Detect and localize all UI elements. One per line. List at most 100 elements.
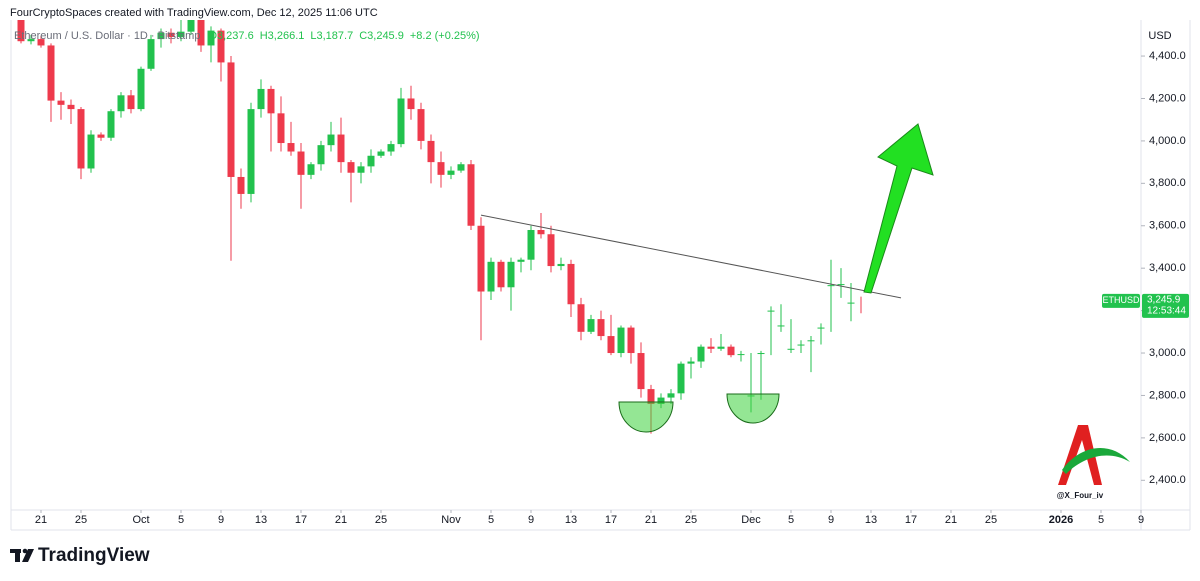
y-tick-label: 3,800.0 xyxy=(1149,177,1186,189)
candle-body xyxy=(817,327,825,329)
candle-body xyxy=(497,261,505,288)
breakout-arrow xyxy=(863,123,934,294)
ohlc-label: H3,266.1 xyxy=(260,30,305,42)
candle-body xyxy=(337,134,345,163)
x-tick-label: 13 xyxy=(255,514,267,526)
candle-body xyxy=(177,31,185,37)
x-tick-label: Nov xyxy=(441,514,461,526)
y-tick-label: 2,800.0 xyxy=(1149,389,1186,401)
candle-body xyxy=(517,259,525,262)
bottom-highlight xyxy=(618,401,674,433)
x-tick-label: 21 xyxy=(645,514,657,526)
candle-body xyxy=(297,151,305,175)
candle-body xyxy=(87,134,95,169)
candle-body xyxy=(677,363,685,394)
candle-body xyxy=(127,95,135,110)
x-tick-label: 5 xyxy=(1098,514,1104,526)
candle-body xyxy=(347,162,355,173)
ohlc-label: +8.2 (+0.25%) xyxy=(410,30,480,42)
x-tick-label: 5 xyxy=(178,514,184,526)
candle-body xyxy=(367,155,375,167)
candle-body xyxy=(77,109,85,169)
y-tick-label: 2,600.0 xyxy=(1149,432,1186,444)
candle-body xyxy=(307,164,315,175)
candle-body xyxy=(107,111,115,138)
countdown: 12:53:44 xyxy=(1147,306,1186,317)
y-tick-label: 3,600.0 xyxy=(1149,220,1186,232)
candle-body xyxy=(587,319,595,332)
candle-body xyxy=(757,353,765,355)
x-tick-label: 21 xyxy=(35,514,47,526)
candle-body xyxy=(767,310,775,312)
candle-body xyxy=(547,234,555,267)
candle-body xyxy=(507,261,515,288)
candle-body xyxy=(237,176,245,194)
candle-body xyxy=(467,164,475,226)
candle-body xyxy=(397,98,405,145)
x-tick-label: 17 xyxy=(605,514,617,526)
x-tick-label: 9 xyxy=(528,514,534,526)
candle-body xyxy=(537,230,545,235)
candle-body xyxy=(197,20,205,46)
x-tick-label: 9 xyxy=(218,514,224,526)
x-tick-label: 25 xyxy=(985,514,997,526)
x-tick-label: 2026 xyxy=(1049,514,1073,526)
brand-logo xyxy=(10,548,34,562)
candle-body xyxy=(737,354,745,356)
candle-body xyxy=(147,39,155,69)
candle-body xyxy=(617,327,625,354)
candle-body xyxy=(267,88,275,114)
candle-body xyxy=(427,140,435,163)
candle-body xyxy=(247,109,255,194)
price-tag: 3,245.9 xyxy=(1147,295,1181,306)
x-tick-label: 9 xyxy=(828,514,834,526)
candle-body xyxy=(827,285,835,287)
candle-body xyxy=(797,344,805,346)
x-tick-label: 17 xyxy=(295,514,307,526)
y-tick-label: 4,000.0 xyxy=(1149,135,1186,147)
candle-body xyxy=(527,230,535,260)
candle-body xyxy=(727,346,735,356)
x-tick-label: 25 xyxy=(75,514,87,526)
candle-body xyxy=(157,32,165,40)
candle-body xyxy=(417,109,425,141)
candle-body xyxy=(447,170,455,175)
candle-body xyxy=(37,39,45,46)
candle-body xyxy=(597,319,605,337)
candle-body xyxy=(317,145,325,165)
x-tick-label: 17 xyxy=(905,514,917,526)
candle-body xyxy=(777,325,785,327)
candle-body xyxy=(97,134,105,138)
candle-body xyxy=(847,302,855,304)
candle-body xyxy=(187,20,195,32)
candle-body xyxy=(57,100,65,105)
ohlc-label: L3,187.7 xyxy=(310,30,353,42)
candle-body xyxy=(257,88,265,110)
candle-body xyxy=(407,98,415,110)
created-by: FourCryptoSpaces created with TradingVie… xyxy=(10,7,378,19)
candle-body xyxy=(647,389,655,404)
candle-body xyxy=(27,39,35,42)
x-tick-label: 13 xyxy=(565,514,577,526)
candle-body xyxy=(607,336,615,354)
candle-body xyxy=(457,164,465,171)
x-tick-label: 21 xyxy=(335,514,347,526)
price-tag-bg xyxy=(1142,293,1189,318)
candle-body xyxy=(477,225,485,292)
trendline xyxy=(480,214,902,299)
candle-body xyxy=(387,144,395,152)
x-tick-label: Dec xyxy=(741,514,761,526)
candle-body xyxy=(697,346,705,362)
symbol-tag-bg xyxy=(1102,293,1140,308)
candle-body xyxy=(807,340,815,342)
candle-body xyxy=(227,62,235,177)
candle-body xyxy=(567,263,575,305)
x-tick-label: 21 xyxy=(945,514,957,526)
candle-body xyxy=(117,95,125,112)
candle-body xyxy=(137,68,145,110)
author-logo: @X_Four_iv xyxy=(1057,425,1130,500)
x-tick-label: 9 xyxy=(1138,514,1144,526)
candle-body xyxy=(287,143,295,152)
